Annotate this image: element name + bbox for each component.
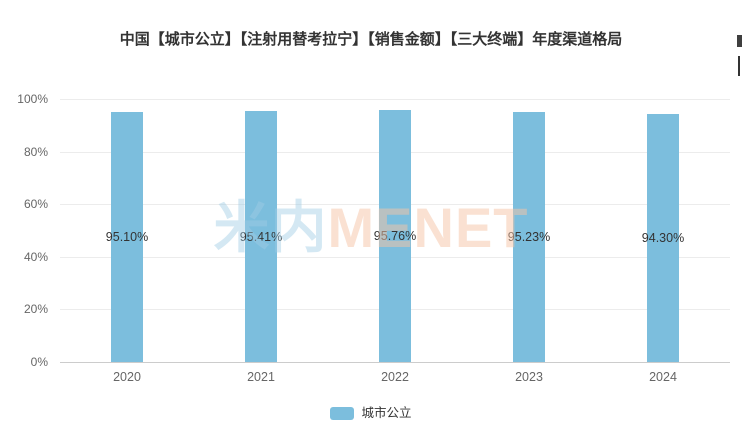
y-axis-tick-label: 60%: [23, 197, 48, 212]
bar-2021[interactable]: [245, 111, 277, 362]
bar-2024[interactable]: [647, 113, 679, 362]
bar-value-label: 94.30%: [641, 230, 685, 245]
legend-label: 城市公立: [361, 405, 412, 420]
x-axis-tick-label: 2022: [381, 370, 409, 384]
y-axis-tick-label: 40%: [23, 249, 48, 264]
x-axis-tick-label: 2023: [515, 370, 543, 384]
y-axis-tick-label: 100%: [17, 92, 48, 106]
clipped-edge-fragment: [738, 56, 740, 76]
bar-value-label: 95.10%: [105, 229, 149, 244]
clipped-edge-fragment: [737, 35, 742, 47]
legend-item[interactable]: 城市公立: [0, 404, 742, 422]
bar-value-label: 95.41%: [239, 229, 283, 244]
bar-value-label: 95.76%: [373, 229, 417, 244]
y-axis-tick-label: 0%: [30, 355, 48, 369]
bar-2022[interactable]: [379, 110, 411, 362]
x-axis-tick-label: 2024: [649, 370, 677, 384]
chart-title: 中国【城市公立】【注射用替考拉宁】【销售金额】【三大终端】年度渠道格局: [119, 31, 623, 48]
x-axis-tick-label: 2021: [247, 370, 275, 384]
y-axis-tick-label: 20%: [23, 302, 48, 317]
watermark-en-text: MENET: [327, 196, 529, 259]
bar-value-label: 95.23%: [507, 229, 551, 244]
bar-2023[interactable]: [513, 111, 545, 362]
y-axis-tick-label: 80%: [23, 144, 48, 159]
legend-swatch[interactable]: [330, 406, 355, 420]
gridline: [60, 99, 730, 100]
x-axis-line: [60, 362, 730, 363]
x-axis-tick-label: 2020: [113, 370, 141, 384]
bar-2020[interactable]: [111, 111, 143, 362]
